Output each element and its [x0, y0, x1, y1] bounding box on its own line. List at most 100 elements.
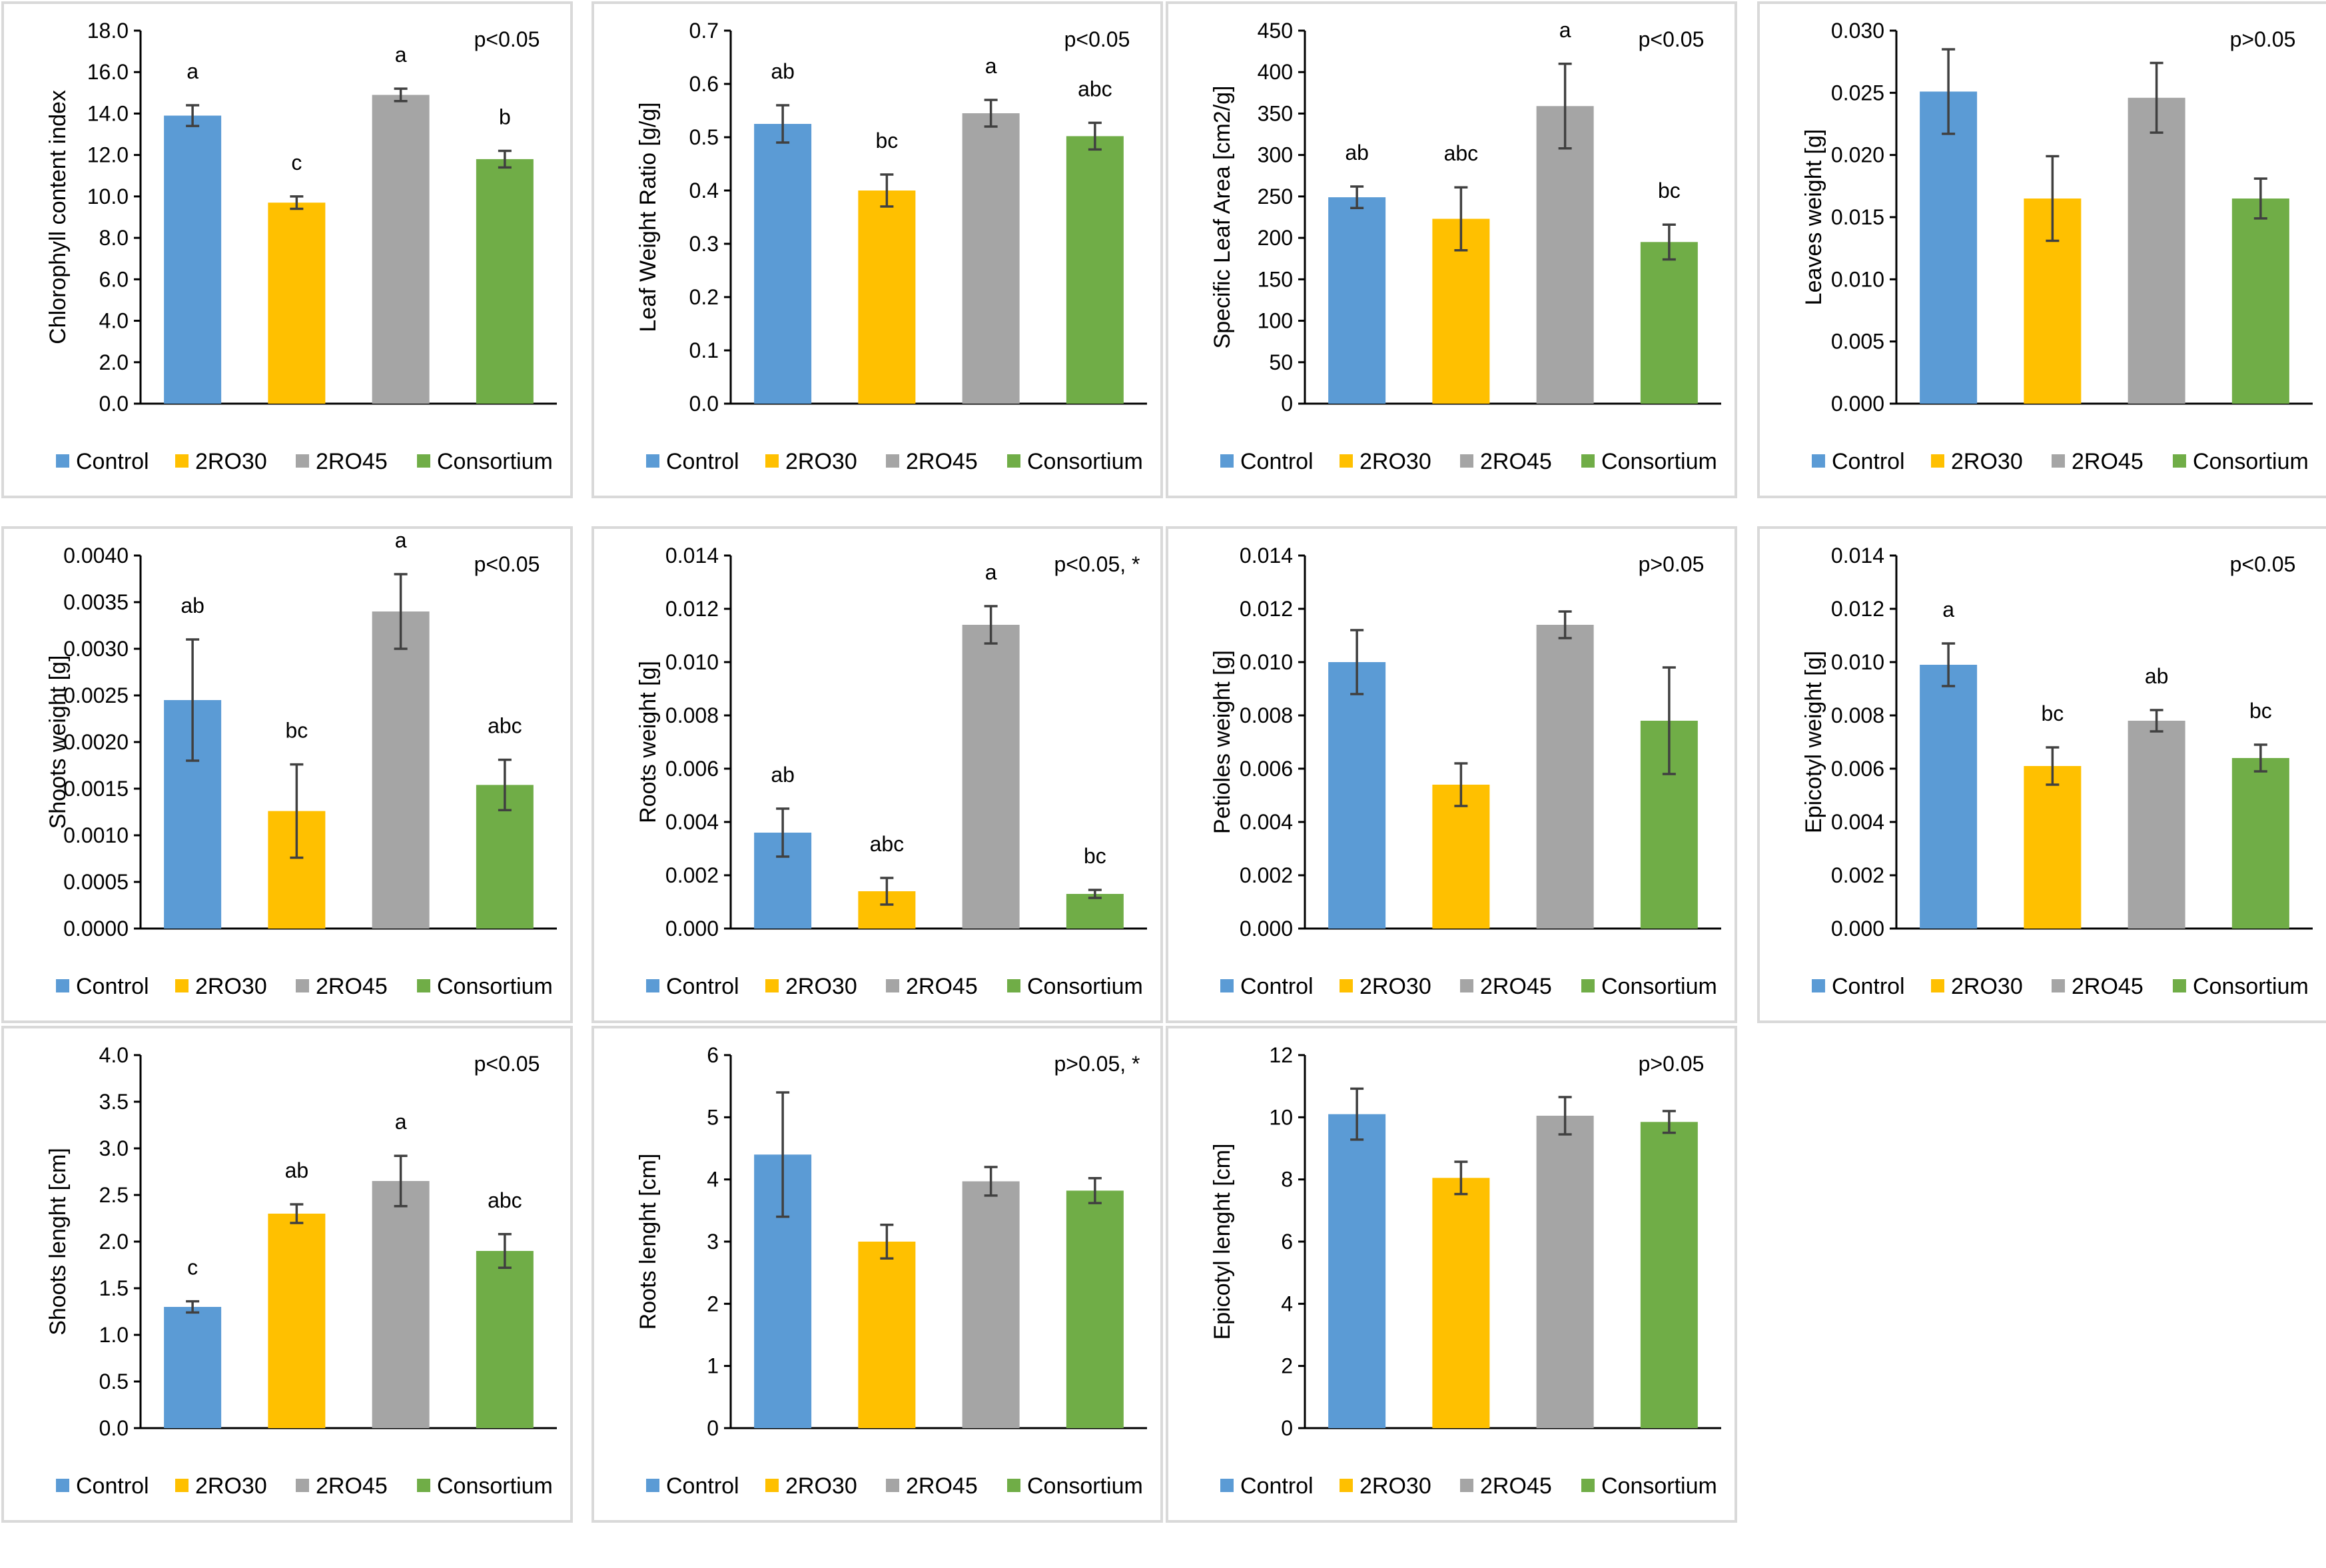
- error-bar-2ro45: [1558, 610, 1572, 639]
- legend-label-consortium: Consortium: [1027, 974, 1143, 999]
- y-axis-label: Chlorophyll content index: [45, 90, 71, 344]
- bar-control: [1920, 665, 1978, 929]
- error-bar-consortium: [1088, 1177, 1102, 1204]
- legend-label-2ro45: 2RO45: [906, 974, 978, 999]
- significance-label: p>0.05: [2230, 27, 2296, 51]
- legend-swatch-2ro30: [765, 454, 779, 468]
- error-bar-2ro45: [984, 1166, 998, 1197]
- chart-leaves-weight: 0.000 0.005 0.010 0.015 0.020 0.025 0.030 Leave…: [1801, 19, 2313, 474]
- y-tick-label: 0.0000: [63, 917, 129, 941]
- chart-roots-weight: 0.000 0.002 0.004 0.006 0.008 0.010 0.012 0.014…: [635, 544, 1147, 999]
- y-tick-label: 0.014: [1831, 544, 1884, 568]
- y-tick-label: 0.005: [1831, 330, 1884, 354]
- legend-label-2ro30: 2RO30: [785, 974, 857, 999]
- chart-specific-leaf-area: 0 50 100 150 200 250 300 350 400 450 Specific Leaf…: [1210, 18, 1721, 474]
- legend-label-control: Control: [666, 449, 739, 474]
- y-tick-label: 0.6: [689, 72, 719, 96]
- legend-label-consortium: Consortium: [2193, 449, 2309, 474]
- legend-label-2ro30: 2RO30: [195, 1473, 267, 1499]
- chart-panel-epicotyl-lenght: 0 2 4 6 8 10 12 Epicotyl lenght [cm] p>0.05 Contr…: [1166, 1026, 1737, 1523]
- y-tick-label: 0.000: [665, 917, 719, 941]
- legend-swatch-2ro45: [886, 454, 899, 468]
- legend-swatch-2ro30: [175, 454, 189, 468]
- y-tick-label: 14.0: [87, 101, 129, 125]
- y-axis-label: Leaf Weight Ratio [g/g]: [635, 102, 661, 332]
- significance-letter-consortium: bc: [1084, 844, 1106, 868]
- error-bar-control: [1350, 629, 1364, 695]
- y-tick-label: 0.0: [99, 392, 129, 416]
- bar-consortium: [476, 159, 534, 404]
- legend-swatch-2ro30: [765, 1479, 779, 1492]
- y-tick-label: 0.008: [665, 703, 719, 727]
- error-bar-2ro30: [2046, 155, 2060, 242]
- legend-swatch-consortium: [1007, 979, 1020, 992]
- error-bar-consortium: [2253, 743, 2267, 773]
- significance-label: p<0.05: [474, 1052, 540, 1076]
- significance-letter-2ro30: bc: [875, 129, 898, 153]
- legend-label-2ro45: 2RO45: [1480, 974, 1552, 999]
- legend-label-control: Control: [76, 1473, 149, 1499]
- error-bar-control: [1350, 185, 1364, 210]
- y-tick-label: 0.004: [1240, 810, 1293, 834]
- legend-label-consortium: Consortium: [1601, 449, 1717, 474]
- legend-swatch-control: [56, 979, 69, 992]
- error-bar-consortium: [1662, 1110, 1676, 1134]
- legend-label-control: Control: [1832, 449, 1905, 474]
- legend-swatch-consortium: [417, 1479, 430, 1492]
- y-tick-label: 10.0: [87, 185, 129, 208]
- y-tick-label: 0.4: [689, 179, 719, 202]
- legend-swatch-consortium: [1581, 454, 1595, 468]
- legend-swatch-2ro45: [296, 1479, 309, 1492]
- bar-2ro45: [372, 1181, 430, 1428]
- bar-consortium: [2231, 758, 2289, 929]
- y-tick-label: 0.0040: [63, 544, 129, 568]
- legend-swatch-2ro30: [1931, 979, 1944, 992]
- legend-swatch-2ro30: [1340, 979, 1353, 992]
- bar-2ro45: [1536, 1116, 1594, 1428]
- y-tick-label: 2.0: [99, 350, 129, 374]
- legend-swatch-control: [646, 454, 659, 468]
- legend-label-2ro45: 2RO45: [1480, 449, 1552, 474]
- y-tick-label: 0.010: [1831, 650, 1884, 674]
- bar-consortium: [1066, 136, 1124, 404]
- legend-label-consortium: Consortium: [1601, 974, 1717, 999]
- error-bar-control: [1942, 48, 1956, 135]
- legend-swatch-control: [646, 1479, 659, 1492]
- error-bar-control: [776, 807, 790, 858]
- chart-shoots-lenght: 0.0 0.5 1.0 1.5 2.0 2.5 3.0 3.5 4.0 Shoots lenght…: [45, 1043, 557, 1499]
- error-bar-2ro30: [2046, 746, 2060, 786]
- legend-label-2ro30: 2RO30: [195, 449, 267, 474]
- legend-label-2ro45: 2RO45: [906, 1473, 978, 1499]
- bar-2ro30: [1432, 785, 1490, 929]
- legend-swatch-control: [56, 1479, 69, 1492]
- y-tick-label: 0.025: [1831, 81, 1884, 105]
- y-tick-label: 0.020: [1831, 143, 1884, 167]
- bar-2ro45: [962, 1181, 1020, 1428]
- error-bar-control: [186, 638, 200, 762]
- y-tick-label: 1: [707, 1354, 719, 1378]
- legend-swatch-control: [56, 454, 69, 468]
- y-tick-label: 0.000: [1240, 917, 1293, 941]
- significance-letter-consortium: bc: [2249, 699, 2272, 723]
- y-tick-label: 0.004: [1831, 810, 1884, 834]
- error-bar-control: [186, 104, 200, 127]
- y-tick-label: 0.0010: [63, 823, 129, 847]
- y-axis-label: Roots weight [g]: [635, 661, 661, 823]
- error-bar-control: [776, 104, 790, 144]
- significance-letter-2ro30: abc: [1444, 141, 1479, 165]
- y-tick-label: 18.0: [87, 19, 129, 43]
- legend-label-2ro45: 2RO45: [316, 1473, 388, 1499]
- y-tick-label: 0.0: [689, 392, 719, 416]
- legend-swatch-2ro30: [1340, 454, 1353, 468]
- chart-epicotyl-lenght: 0 2 4 6 8 10 12 Epicotyl lenght [cm] p>0.05 Contr…: [1210, 1043, 1721, 1499]
- error-bar-2ro30: [290, 763, 304, 859]
- y-tick-label: 0.006: [1240, 757, 1293, 781]
- chart-panel-specific-leaf-area: 0 50 100 150 200 250 300 350 400 450 Specific Leaf…: [1166, 1, 1737, 498]
- legend-swatch-control: [1220, 979, 1234, 992]
- legend-label-control: Control: [1832, 974, 1905, 999]
- error-bar-consortium: [2253, 177, 2267, 220]
- y-tick-label: 6.0: [99, 267, 129, 291]
- significance-letter-consortium: b: [499, 105, 511, 129]
- legend-swatch-2ro30: [1340, 1479, 1353, 1492]
- legend-swatch-2ro45: [2052, 979, 2065, 992]
